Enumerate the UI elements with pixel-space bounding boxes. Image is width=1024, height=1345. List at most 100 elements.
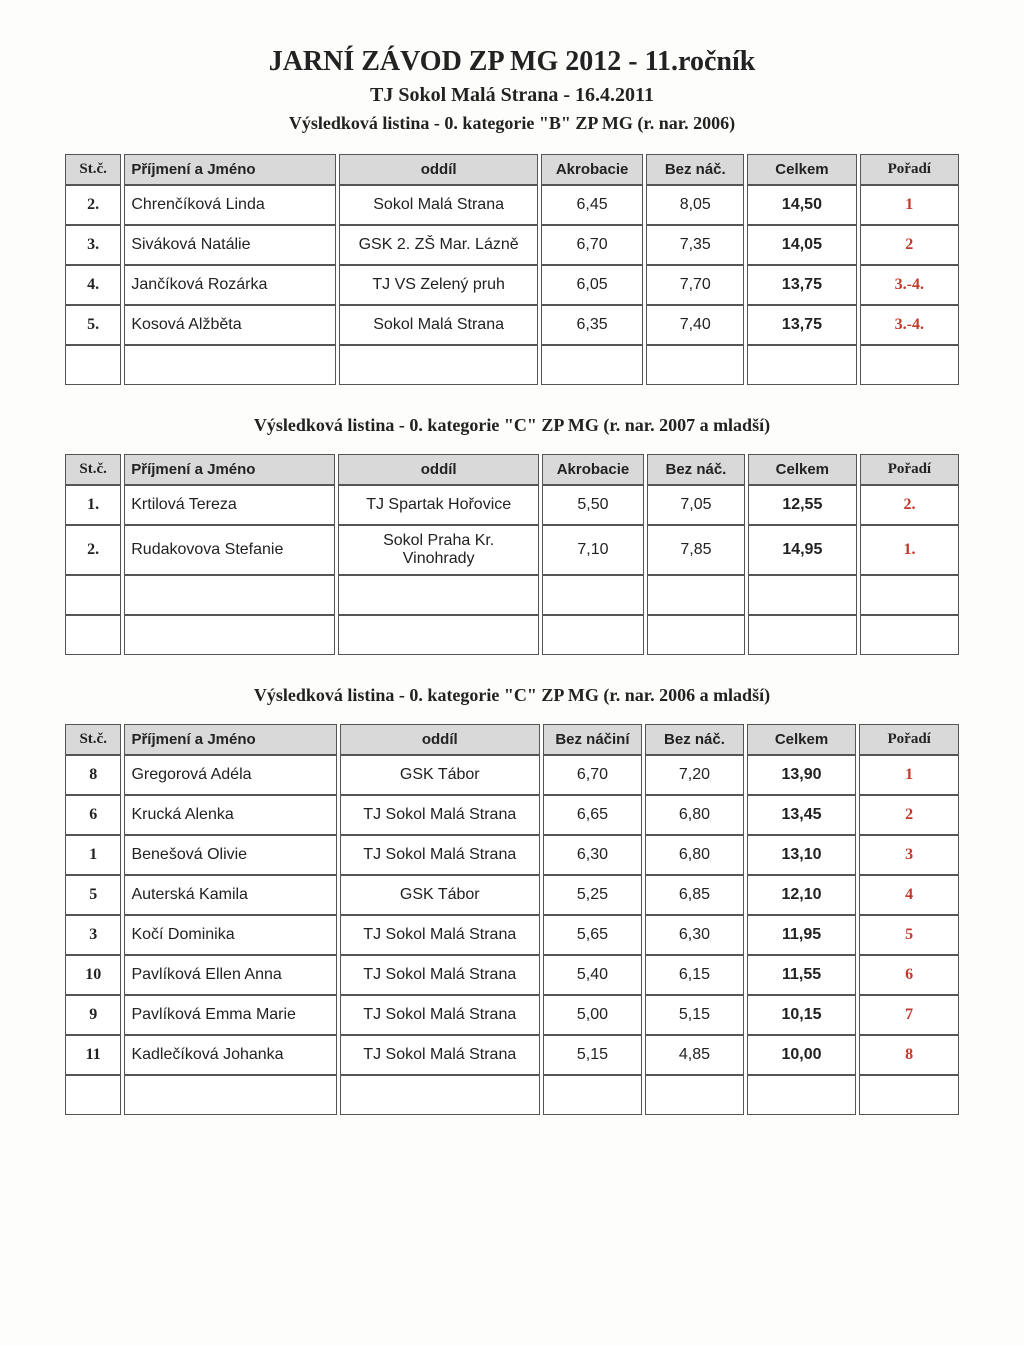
table-cell: Krucká Alenka [124,795,336,835]
table-cell: 11 [65,1035,121,1075]
table-cell: 6,85 [645,875,743,915]
table-cell: 6 [65,795,121,835]
table-cell: Jančíková Rozárka [124,265,336,305]
table-row: 6Krucká AlenkaTJ Sokol Malá Strana6,656,… [65,795,959,835]
results-table: St.č.Příjmení a JménooddílBez náčiníBez … [62,724,962,1115]
table-cell [124,575,335,615]
table-cell: 10,00 [747,1035,857,1075]
table-cell [542,615,644,655]
table-cell: 7,70 [646,265,744,305]
table-row: 2.Chrenčíková LindaSokol Malá Strana6,45… [65,185,959,225]
table-cell: 3. [65,225,121,265]
table-cell: 8 [859,1035,959,1075]
table-cell: TJ Sokol Malá Strana [340,795,540,835]
table-cell: 13,10 [747,835,857,875]
column-header: St.č. [65,154,121,185]
table-cell: 3 [65,915,121,955]
column-header: Celkem [748,454,857,485]
table-cell: 1. [65,485,121,525]
table-cell: 6,80 [645,795,743,835]
table-cell [339,345,538,385]
table-row-empty [65,345,959,385]
column-header: Příjmení a Jméno [124,724,336,755]
title-block: JARNÍ ZÁVOD ZP MG 2012 - 11.ročník TJ So… [30,46,994,134]
column-header: St.č. [65,724,121,755]
table-cell: 2. [860,485,959,525]
table-cell: 7,10 [542,525,644,575]
table-cell: TJ Sokol Malá Strana [340,1035,540,1075]
table-cell: 1. [860,525,959,575]
table-cell [338,575,538,615]
table-row: 5.Kosová AlžbětaSokol Malá Strana6,357,4… [65,305,959,345]
table-cell: GSK Tábor [340,875,540,915]
table-cell: 5,50 [542,485,644,525]
column-header: Příjmení a Jméno [124,454,335,485]
table-cell: Sokol Malá Strana [339,305,538,345]
column-header: oddíl [339,154,538,185]
column-header: St.č. [65,454,121,485]
table-cell: 2 [859,795,959,835]
table-cell [748,575,857,615]
table-cell [65,575,121,615]
table-cell: 6,15 [645,955,743,995]
column-header: Celkem [747,724,857,755]
table-cell: 1 [860,185,959,225]
table-cell: 6,35 [541,305,643,345]
table-cell: GSK Tábor [340,755,540,795]
table-cell: 13,45 [747,795,857,835]
table-cell: 4,85 [645,1035,743,1075]
table-cell: Gregorová Adéla [124,755,336,795]
table-cell: 7 [859,995,959,1035]
table-cell: 8 [65,755,121,795]
table-cell: 12,55 [748,485,857,525]
table-cell [543,1075,643,1115]
table-cell: 2 [860,225,959,265]
table-cell: 9 [65,995,121,1035]
column-header: Bez náč. [647,454,745,485]
table-cell: 5,15 [645,995,743,1035]
table-cell: 7,85 [647,525,745,575]
table-cell: 7,05 [647,485,745,525]
table-row-empty [65,615,959,655]
table-cell: Rudakovova Stefanie [124,525,335,575]
table-cell: Benešová Olivie [124,835,336,875]
category-line: Výsledková listina - 0. kategorie "B" ZP… [30,113,994,134]
table-cell: 1 [859,755,959,795]
table-cell: 6,80 [645,835,743,875]
table-cell: 6 [859,955,959,995]
table-cell: 5,00 [543,995,643,1035]
table-row-empty [65,575,959,615]
column-header: Akrobacie [542,454,644,485]
table-cell: 5,65 [543,915,643,955]
table-cell: Pavlíková Ellen Anna [124,955,336,995]
table-cell: 3.-4. [860,265,959,305]
table-cell [645,1075,743,1115]
table-cell: 3 [859,835,959,875]
column-header: Akrobacie [541,154,643,185]
table-cell [860,615,959,655]
table-cell: 8,05 [646,185,744,225]
table-cell: 4 [859,875,959,915]
table-cell: 10,15 [747,995,857,1035]
table-cell: TJ VS Zelený pruh [339,265,538,305]
table-cell [541,345,643,385]
column-header: oddíl [338,454,538,485]
table-cell: 6,30 [543,835,643,875]
table-cell: Sokol Malá Strana [339,185,538,225]
table-cell: 5,25 [543,875,643,915]
column-header: Pořadí [860,154,959,185]
results-table: St.č.Příjmení a JménooddílAkrobacieBez n… [62,454,962,655]
page-subtitle: TJ Sokol Malá Strana - 16.4.2011 [30,84,994,107]
column-header: Bez náč. [646,154,744,185]
table-cell [338,615,538,655]
table-cell: 6,65 [543,795,643,835]
table-cell [340,1075,540,1115]
table-cell [860,345,959,385]
table-cell: 10 [65,955,121,995]
table-cell: 6,05 [541,265,643,305]
table-cell [65,615,121,655]
table-cell [747,345,856,385]
table-cell [747,1075,857,1115]
table-cell [860,575,959,615]
table-cell: 5 [859,915,959,955]
